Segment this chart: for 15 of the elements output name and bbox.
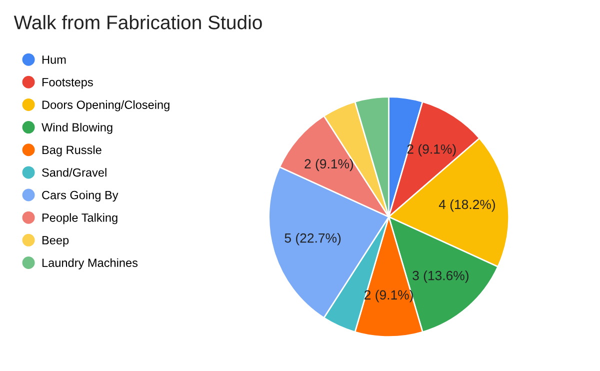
data-label: 5 (22.7%) (284, 233, 341, 246)
legend-label: Laundry Machines (42, 258, 138, 270)
legend-label: Footsteps (42, 78, 93, 89)
legend-label: Sand/Gravel (42, 168, 106, 177)
data-label: 4 (18.2%) (438, 199, 495, 212)
data-label: 2 (9.1%) (304, 158, 354, 172)
legend-label: Beep (42, 236, 69, 247)
chart-title: Walk from Fabrication Studio (14, 15, 262, 30)
legend-label: Cars Going By (42, 190, 118, 202)
legend-label: People Talking (42, 213, 118, 224)
legend-label: Bag Russle (42, 145, 102, 156)
legend-label: Wind Blowing (42, 122, 112, 134)
legend-label: Doors Opening/Closeing (42, 100, 170, 112)
data-label: 3 (13.6%) (412, 270, 468, 283)
legend-label: Hum (42, 56, 66, 64)
